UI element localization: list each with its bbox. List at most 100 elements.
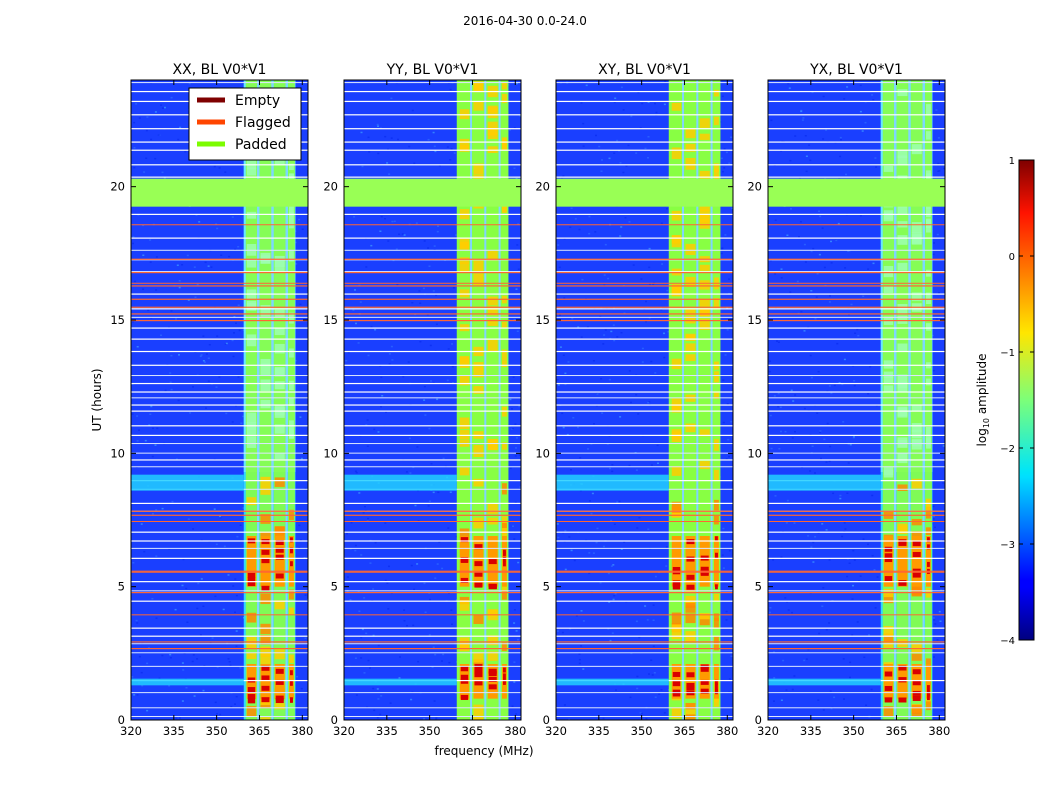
noise-speck [723, 148, 726, 150]
noise-speck [800, 310, 803, 313]
rfi-channel [472, 80, 485, 720]
rfi-peak [275, 540, 284, 546]
x-tick-label: 320 [120, 724, 142, 738]
noise-speck [818, 210, 820, 212]
noise-speck [641, 361, 644, 363]
noise-speck [819, 215, 822, 218]
noise-speck [435, 717, 438, 719]
rfi-burst [246, 612, 257, 623]
flag-line [556, 100, 733, 103]
flag-line [344, 425, 521, 427]
rfi-burst [671, 623, 682, 631]
noise-speck [202, 605, 205, 607]
noise-speck [387, 240, 390, 242]
rfi-burst [502, 349, 507, 361]
rfi-burst [671, 358, 682, 370]
noise-speck [853, 380, 856, 382]
rfi-strong-block [897, 536, 908, 587]
noise-speck [789, 291, 792, 293]
noise-speck [177, 138, 180, 141]
noise-speck [556, 379, 559, 381]
rfi-burst [502, 590, 507, 600]
flag-line [344, 627, 521, 629]
rfi-burst [473, 163, 484, 175]
noise-speck [429, 598, 431, 601]
noise-speck [780, 556, 783, 558]
noise-speck [832, 492, 835, 495]
noise-speck [599, 582, 602, 584]
noise-speck [777, 341, 780, 343]
noise-speck [170, 310, 173, 312]
noise-speck [218, 376, 221, 378]
noise-speck [242, 507, 245, 509]
noise-speck [304, 487, 307, 490]
noise-speck [151, 598, 154, 600]
noise-speck [780, 268, 783, 270]
noise-speck [828, 559, 831, 561]
rfi-burst [473, 478, 484, 487]
flag-line [556, 313, 733, 315]
noise-speck [785, 689, 788, 691]
noise-speck [239, 667, 242, 669]
colorbar-tick-label: −4 [1000, 636, 1015, 647]
rfi-burst [260, 652, 271, 664]
noise-speck [352, 309, 355, 311]
flag-line [768, 128, 945, 130]
noise-speck [569, 226, 572, 228]
flag-line [556, 213, 733, 215]
noise-speck [564, 529, 567, 532]
noise-speck [430, 463, 433, 465]
noise-speck [133, 121, 136, 124]
noise-speck [185, 587, 188, 590]
noise-speck [839, 155, 842, 158]
noise-speck [182, 669, 185, 671]
rfi-burst [685, 243, 696, 255]
noise-speck [837, 222, 840, 225]
colorbar [1018, 159, 1035, 641]
noise-speck [664, 80, 667, 83]
noise-speck [148, 424, 151, 426]
noise-speck [513, 681, 516, 683]
noise-speck [179, 126, 182, 129]
noise-speck [652, 283, 655, 285]
rfi-burst [473, 659, 484, 669]
heatmap-body [556, 80, 733, 720]
noise-speck [768, 360, 771, 362]
noise-speck [299, 539, 302, 541]
noise-speck [838, 382, 841, 384]
noise-speck [181, 584, 184, 587]
flag-line [344, 614, 521, 616]
noise-speck [625, 165, 628, 167]
y-tick-label: 20 [323, 180, 338, 194]
rfi-burst [459, 600, 470, 611]
noise-speck [207, 380, 210, 382]
noise-speck [177, 399, 180, 402]
noise-speck [730, 420, 733, 423]
noise-speck [665, 546, 668, 548]
noise-speck [448, 661, 451, 664]
noise-speck [136, 622, 139, 624]
rfi-peak [460, 577, 469, 583]
noise-speck [455, 234, 458, 236]
noise-speck [830, 240, 832, 243]
noise-speck [571, 317, 574, 320]
rfi-burst [685, 702, 696, 710]
noise-speck [848, 250, 851, 252]
rfi-burst [883, 706, 894, 717]
flag-line [556, 404, 733, 406]
noise-speck [655, 111, 658, 114]
noise-speck [769, 259, 772, 262]
noise-speck [438, 541, 441, 543]
rfi-peak [474, 680, 483, 686]
noise-speck [803, 330, 806, 332]
noise-speck [780, 277, 783, 279]
rfi-channel [925, 80, 932, 720]
rfi-burst [459, 375, 470, 386]
rfi-burst [897, 149, 908, 159]
rfi-burst [459, 145, 470, 152]
noise-speck [828, 301, 831, 303]
rfi-peak [898, 677, 907, 683]
noise-speck [630, 115, 633, 118]
noise-speck [237, 246, 240, 248]
flag-line [556, 547, 733, 549]
